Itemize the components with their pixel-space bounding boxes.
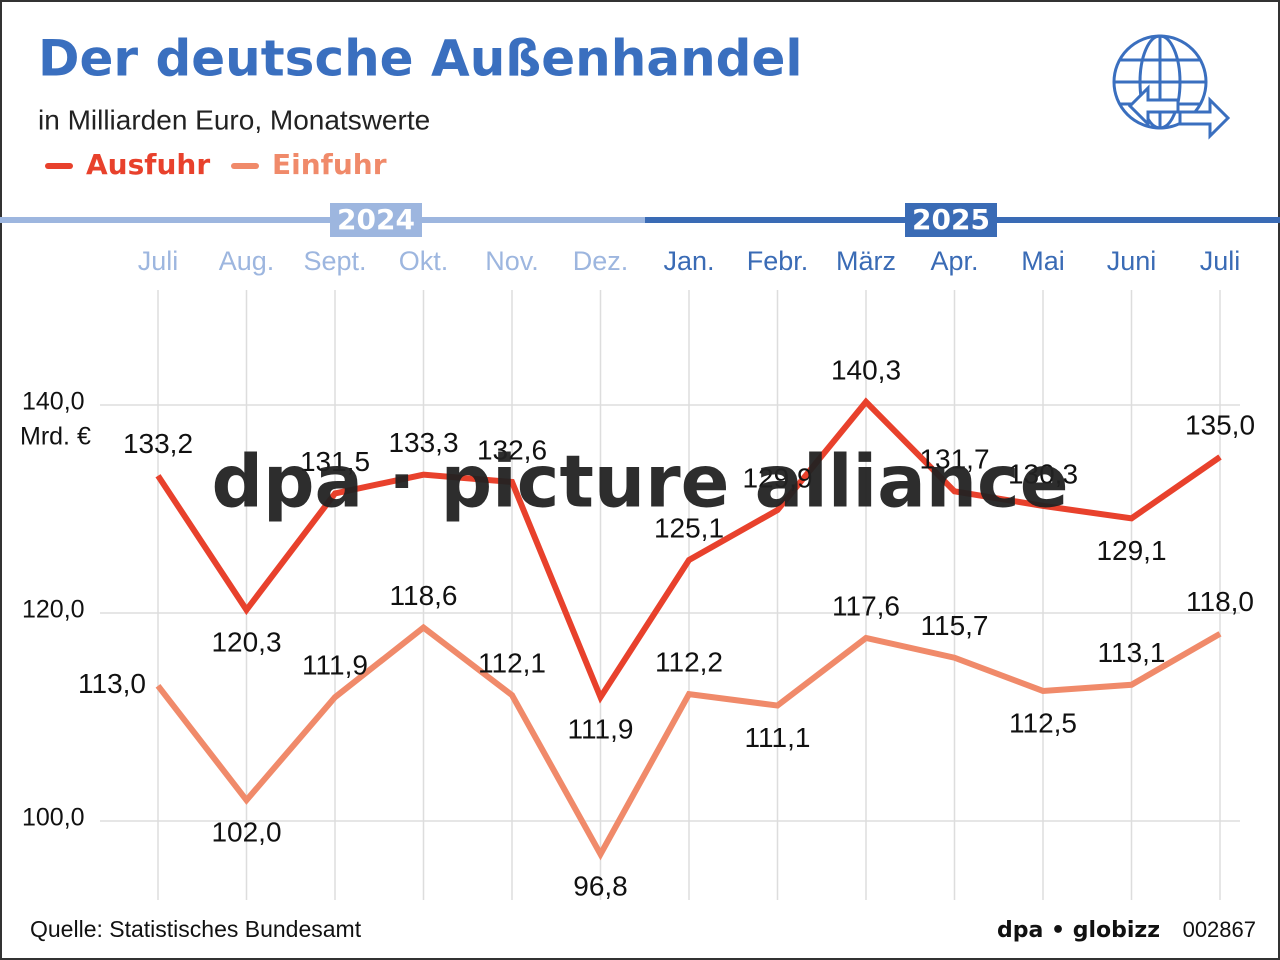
data-label: 112,5 xyxy=(1009,707,1077,738)
data-label: 133,2 xyxy=(123,428,193,459)
year-box xyxy=(905,203,997,237)
data-label: 120,3 xyxy=(211,626,281,657)
x-tick-label: Jan. xyxy=(663,246,714,276)
series-line xyxy=(155,397,1222,704)
series-line xyxy=(155,623,1222,861)
code: 002867 xyxy=(1183,917,1256,942)
data-label: 111,9 xyxy=(302,650,368,681)
year-label: 2025 xyxy=(912,203,990,236)
x-tick-label: Juli xyxy=(1200,246,1241,276)
data-label: 118,6 xyxy=(390,580,458,611)
data-label: 112,2 xyxy=(655,646,723,677)
data-label: 129,9 xyxy=(742,462,812,493)
data-label: 111,9 xyxy=(568,714,634,745)
data-label: 118,0 xyxy=(1186,586,1254,617)
legend-label: Ausfuhr xyxy=(86,148,210,181)
data-label: 117,6 xyxy=(832,590,900,621)
data-label: 132,6 xyxy=(477,434,547,465)
data-label: 133,3 xyxy=(388,427,458,458)
data-label: 115,7 xyxy=(921,610,989,641)
x-tick-label: Juli xyxy=(138,246,179,276)
data-label: 131,7 xyxy=(919,444,989,475)
chart-title: Der deutsche Außenhandel xyxy=(38,30,803,88)
y-tick-label: 100,0 xyxy=(22,804,85,832)
x-tick-label: Febr. xyxy=(747,246,809,276)
data-label: 113,1 xyxy=(1098,637,1166,668)
data-label: 102,0 xyxy=(211,817,281,848)
x-tick-label: Juni xyxy=(1107,246,1157,276)
plot: Juli Aug. Sept. Okt. Nov. Dez. Jan. Febr. März Ap… xyxy=(20,246,1255,902)
data-label: 131,5 xyxy=(300,446,370,477)
x-tick-label: Nov. xyxy=(485,246,539,276)
y-unit: Mrd. € xyxy=(20,423,91,451)
y-tick-label: 140,0 xyxy=(22,388,85,416)
data-label: 112,1 xyxy=(478,648,546,679)
x-tick-label: Sept. xyxy=(303,246,366,276)
data-label: 130,3 xyxy=(1008,458,1078,489)
y-tick-label: 120,0 xyxy=(22,596,85,624)
source: Quelle: Statistisches Bundesamt xyxy=(30,916,362,942)
data-label: 140,3 xyxy=(831,354,901,385)
x-tick-label: Dez. xyxy=(573,246,629,276)
x-tick-label: Mai xyxy=(1021,246,1065,276)
globe-icon xyxy=(1112,34,1231,140)
x-tick-label: Aug. xyxy=(219,246,275,276)
data-label: 135,0 xyxy=(1185,409,1255,440)
legend-label: Einfuhr xyxy=(272,148,387,181)
data-label: 125,1 xyxy=(654,512,724,543)
x-tick-label: März xyxy=(836,246,896,276)
year-box xyxy=(330,203,422,237)
data-label: 96,8 xyxy=(573,871,628,902)
data-label: 129,1 xyxy=(1096,535,1166,566)
data-label: 111,1 xyxy=(745,722,811,753)
subtitle: in Milliarden Euro, Monatswerte xyxy=(38,104,430,135)
x-tick-label: Apr. xyxy=(930,246,978,276)
brand: dpa • globizz xyxy=(997,918,1160,943)
legend: Ausfuhr Einfuhr xyxy=(45,148,387,181)
data-label: 113,0 xyxy=(78,668,146,699)
year-label: 2024 xyxy=(337,203,415,236)
x-tick-label: Okt. xyxy=(399,246,449,276)
watermark: dpa · picture alliance xyxy=(211,440,1068,524)
